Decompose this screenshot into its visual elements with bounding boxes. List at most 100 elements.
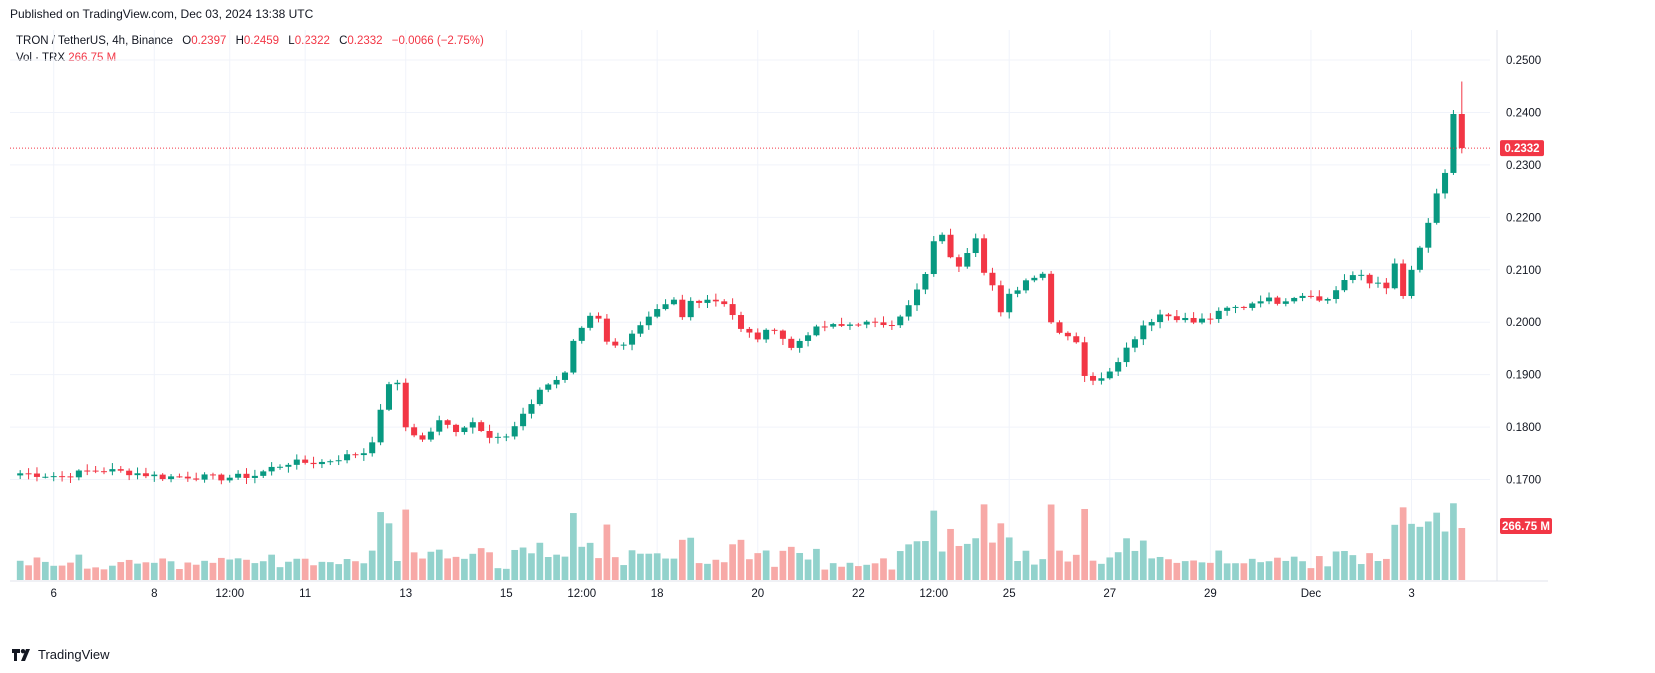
candle-body — [1198, 318, 1205, 323]
candle-body — [59, 476, 66, 478]
time-tick-label: 15 — [500, 588, 513, 600]
time-tick-label: 3 — [1408, 588, 1414, 600]
candle-body — [352, 454, 359, 456]
volume-bar — [678, 539, 686, 580]
volume-bar — [41, 561, 49, 580]
volume-bar — [846, 562, 854, 580]
volume-bar — [645, 553, 653, 580]
open-value: 0.2397 — [191, 35, 227, 47]
tradingview-logo-icon — [12, 648, 30, 661]
volume-bar — [385, 523, 393, 580]
volume-bar — [394, 561, 401, 580]
candle-body — [25, 473, 32, 475]
volume-bar — [687, 537, 695, 580]
volume-bar — [746, 559, 753, 580]
tradingview-brand[interactable]: TradingView — [12, 647, 110, 662]
volume-bar — [888, 569, 896, 580]
candle-body — [913, 289, 921, 306]
candle-body — [679, 299, 686, 318]
candle-body — [193, 478, 200, 480]
candle-body — [737, 315, 745, 329]
candle-body — [1433, 193, 1440, 223]
candle-body — [1341, 280, 1348, 291]
candle-body — [981, 238, 988, 273]
volume-bar — [595, 558, 602, 580]
volume-bar — [620, 565, 628, 580]
open-label: O — [182, 35, 192, 47]
candle-body — [344, 454, 351, 461]
volume-bar — [1005, 537, 1013, 580]
volume-bar — [653, 553, 661, 580]
candle-body — [1123, 347, 1130, 363]
volume-bar — [217, 557, 225, 580]
candle-body — [964, 253, 971, 267]
candle-body — [268, 466, 275, 472]
symbol-name[interactable]: TRON / TetherUS, 4h, Binance — [16, 35, 174, 47]
volume-bar — [603, 524, 611, 580]
time-axis[interactable]: 6 8 12:00 11 13 15 12:00 18 20 22 12:00 25 27 29 Dec 3 — [51, 588, 1415, 600]
candle-body — [863, 321, 870, 325]
volume-bar — [1173, 562, 1181, 580]
volume-bar — [586, 542, 594, 580]
volume-bar — [1014, 561, 1021, 580]
candle-body — [235, 473, 242, 478]
volume-bar — [1031, 564, 1038, 580]
volume-bar — [276, 567, 284, 580]
volume-bar — [1240, 563, 1248, 580]
volume-bar — [16, 560, 24, 580]
volume-label[interactable]: Vol · TRX — [16, 52, 65, 64]
candle-body — [654, 309, 661, 317]
price-axis[interactable]: 0.2500 0.2400 0.2300 0.2200 0.2100 0.2000 0.19… — [1506, 55, 1541, 487]
candle-body — [587, 315, 594, 328]
volume-bar — [494, 568, 502, 580]
candle-body — [629, 333, 636, 345]
volume-bar — [184, 562, 192, 580]
volume-bar — [159, 558, 167, 580]
candle-body — [369, 442, 376, 454]
volume-bar — [1198, 562, 1206, 580]
candle-body — [972, 238, 979, 254]
candle-body — [503, 436, 510, 438]
candle-body — [846, 324, 853, 326]
candle-body — [955, 257, 962, 267]
candle-body — [277, 466, 284, 468]
volume-bar — [922, 541, 929, 580]
volume-bar — [67, 562, 74, 580]
candle-body — [184, 476, 191, 479]
volume-bar — [243, 559, 250, 580]
volume-bar — [821, 569, 829, 580]
volume-bar — [980, 504, 988, 580]
time-tick-label: 12:00 — [567, 588, 596, 600]
candle-body — [461, 427, 468, 433]
candle-body — [520, 413, 527, 427]
candle-body — [754, 332, 761, 340]
volume-bar — [762, 550, 770, 580]
time-tick-label: 13 — [399, 588, 412, 600]
time-tick-label: 22 — [852, 588, 865, 600]
candle-body — [1316, 296, 1323, 301]
volume-bar — [1408, 523, 1415, 580]
candle-body — [830, 324, 837, 327]
candle-body — [1458, 114, 1465, 149]
volume-bar — [1232, 563, 1239, 580]
last-volume-label: 266.75 M — [1502, 521, 1550, 533]
candle-body — [1400, 263, 1407, 297]
volume-bar — [1139, 540, 1147, 580]
volume-bar — [1366, 553, 1373, 580]
volume-bar — [25, 565, 32, 580]
volume-bar — [100, 569, 108, 580]
volume-bar — [628, 550, 636, 580]
volume-bar — [452, 556, 460, 580]
candle-body — [511, 426, 518, 437]
candle-body — [1291, 297, 1298, 302]
volume-bar — [1416, 526, 1424, 580]
volume-bar — [511, 549, 519, 580]
brand-name: TradingView — [38, 647, 110, 662]
volume-bar — [1207, 562, 1214, 580]
candle-body — [1450, 114, 1457, 173]
volume-bar — [1022, 550, 1030, 580]
volume-bar — [444, 558, 451, 580]
volume-bar — [804, 559, 812, 580]
volume-bar — [1307, 568, 1315, 580]
